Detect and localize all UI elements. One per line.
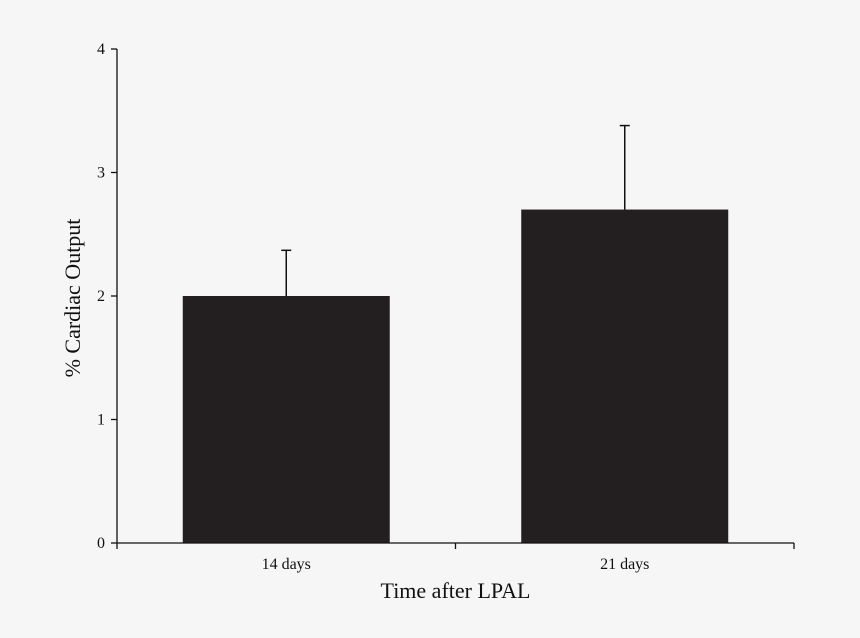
y-tick-label-0: 0 xyxy=(97,535,105,552)
x-axis-title: Time after LPAL xyxy=(381,578,531,603)
error-bars-layer xyxy=(281,124,630,296)
y-ticks-layer: 0 1 2 3 4 xyxy=(97,41,117,552)
bars-layer xyxy=(182,209,729,544)
y-tick-label-3: 3 xyxy=(97,165,105,182)
y-tick-label-2: 2 xyxy=(97,288,105,305)
bar-14-days xyxy=(182,296,390,543)
x-ticks-layer: 14 days 21 days xyxy=(116,543,795,573)
y-tick-label-4: 4 xyxy=(97,41,105,58)
y-axis-title: % Cardiac Output xyxy=(60,219,85,378)
y-tick-label-1: 1 xyxy=(97,412,105,429)
x-tick-label-21-days: 21 days xyxy=(600,556,649,573)
bar-21-days xyxy=(521,209,729,544)
x-tick-label-14-days: 14 days xyxy=(262,556,311,573)
